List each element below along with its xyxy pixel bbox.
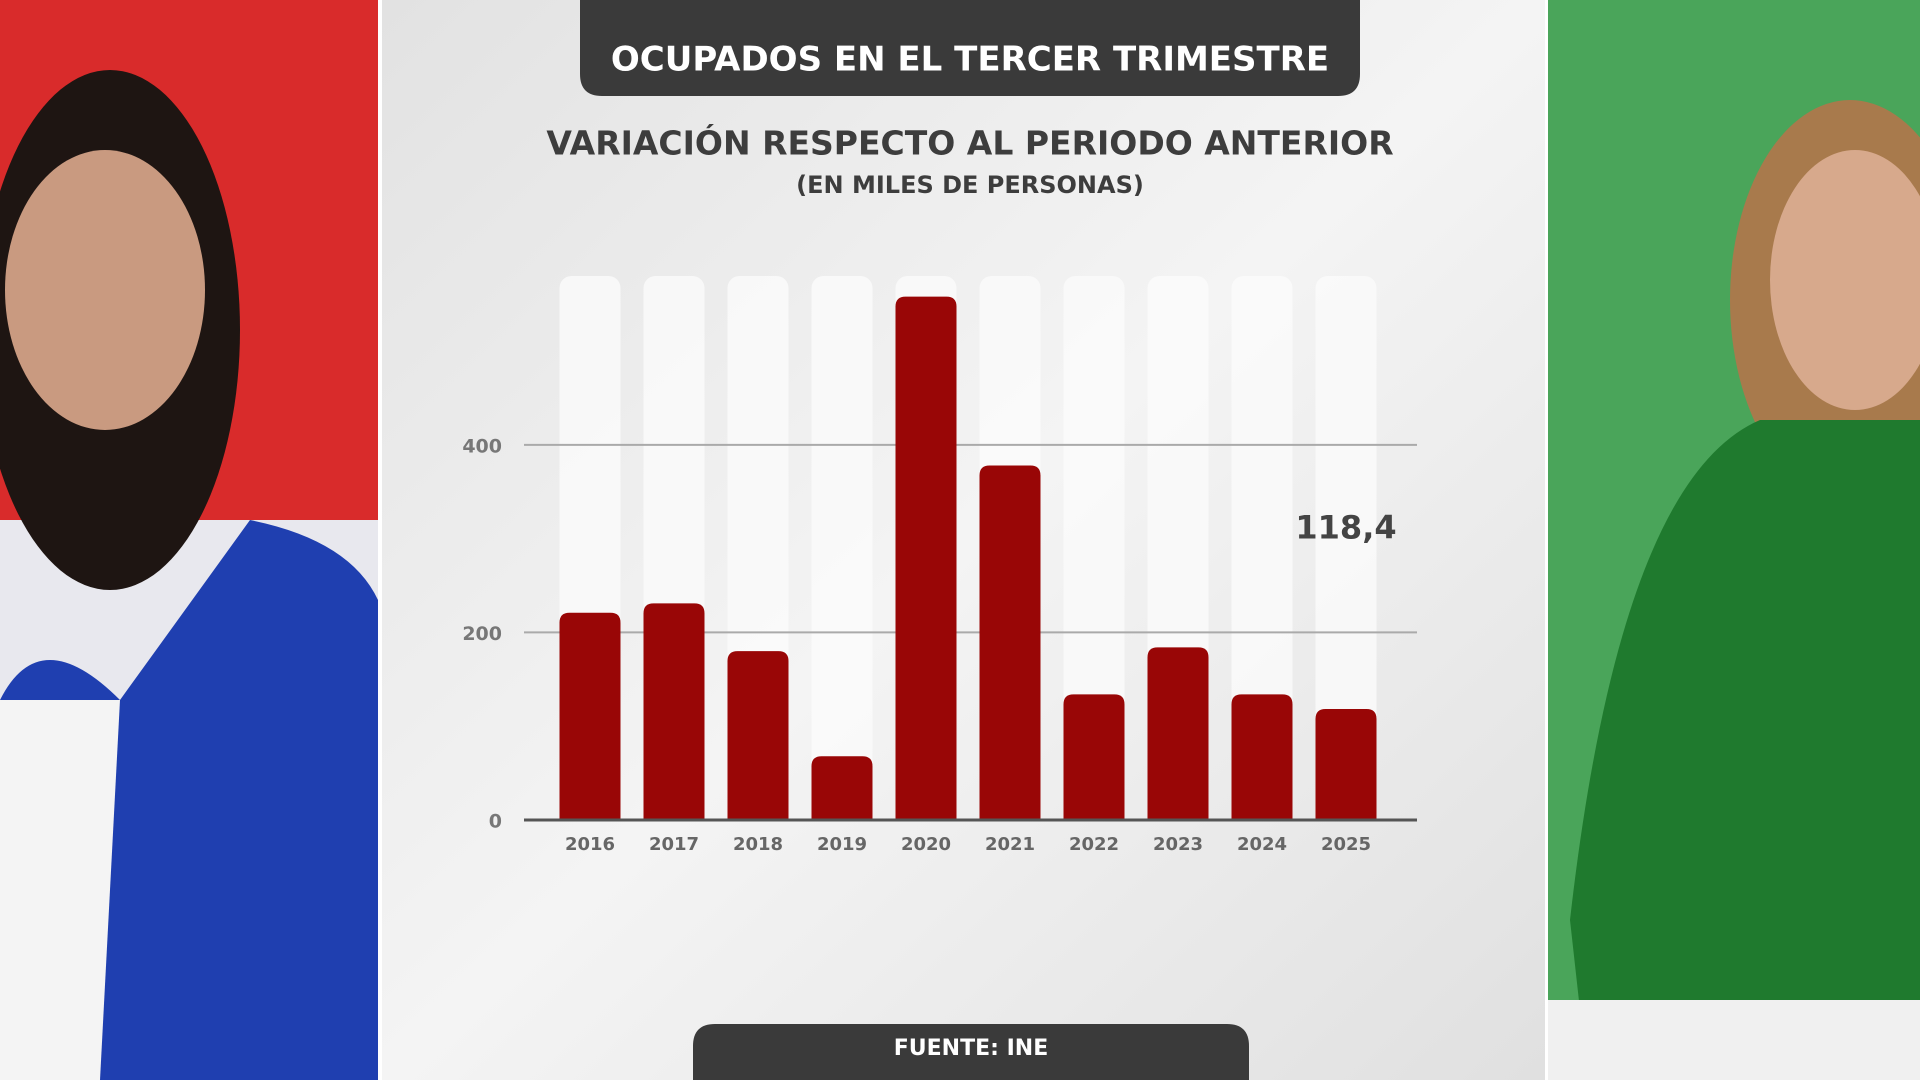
chart-title: OCUPADOS EN EL TERCER TRIMESTRE — [611, 40, 1329, 80]
y-tick-label: 0 — [489, 811, 502, 833]
bar — [1315, 708, 1377, 820]
bar-track — [1063, 276, 1125, 820]
bar-track — [1231, 276, 1293, 820]
chart-subtitle: VARIACIÓN RESPECTO AL PERIODO ANTERIOR — [546, 123, 1393, 163]
x-tick-label: 2019 — [817, 834, 867, 855]
bar-track — [1315, 276, 1377, 820]
x-tick-label: 2018 — [733, 834, 783, 855]
title-box — [580, 0, 1360, 96]
bar — [1147, 647, 1209, 820]
x-tick-label: 2024 — [1237, 834, 1287, 855]
bar — [895, 296, 957, 820]
y-tick-label: 200 — [462, 623, 502, 645]
x-tick-label: 2020 — [901, 834, 951, 855]
value-label: 118,4 — [1295, 508, 1396, 546]
bar — [1231, 694, 1293, 820]
x-tick-label: 2025 — [1321, 834, 1371, 855]
bar — [1063, 694, 1125, 820]
bar — [727, 651, 789, 820]
source-box — [693, 1024, 1249, 1080]
left-person-face — [5, 150, 205, 430]
bar-track — [811, 276, 873, 820]
bar — [559, 612, 621, 820]
right-person-face — [1770, 150, 1920, 410]
right-desk — [1548, 1000, 1920, 1080]
x-tick-label: 2021 — [985, 834, 1035, 855]
x-tick-label: 2016 — [565, 834, 615, 855]
x-tick-label: 2023 — [1153, 834, 1203, 855]
bar — [979, 465, 1041, 820]
bar — [811, 756, 873, 820]
left-person-shirt — [0, 700, 120, 1080]
right-person-jacket — [1570, 420, 1920, 1010]
y-tick-label: 400 — [462, 435, 502, 457]
bar — [643, 603, 705, 820]
unit-note: (EN MILES DE PERSONAS) — [796, 171, 1144, 199]
x-tick-label: 2022 — [1069, 834, 1119, 855]
plot: 0 200 400 2016 2017 2018 2019 2020 2021 2022 2023 2… — [462, 276, 1417, 855]
x-tick-label: 2017 — [649, 834, 699, 855]
source: FUENTE: INE — [894, 1036, 1048, 1061]
